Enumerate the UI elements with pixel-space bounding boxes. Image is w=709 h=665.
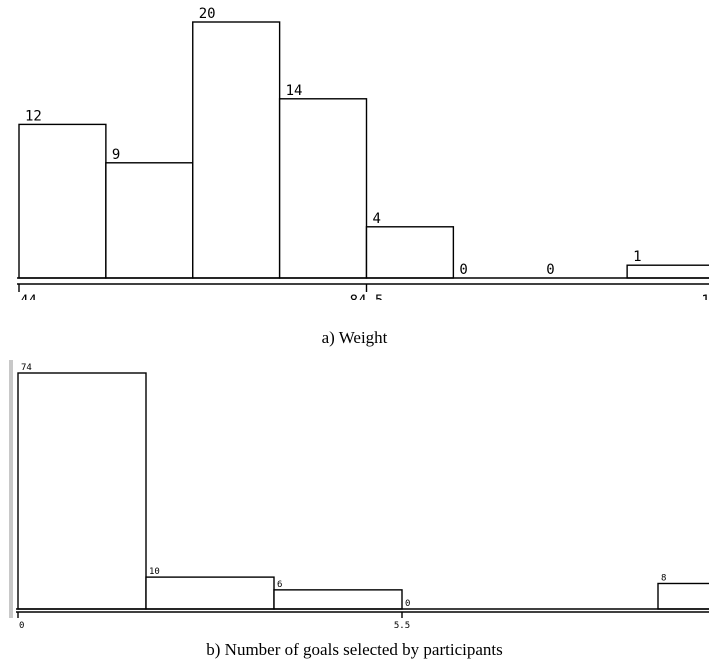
bar-value-label: 9 xyxy=(112,147,120,163)
left-gutter-bar xyxy=(9,360,13,618)
bar xyxy=(105,162,194,279)
bar-value-label: 0 xyxy=(459,262,467,278)
bar-value-label: 20 xyxy=(199,6,216,22)
bar-value-label: 14 xyxy=(286,83,303,99)
bar xyxy=(273,589,403,610)
bar-value-label: 1 xyxy=(633,249,641,265)
bar-value-label: 12 xyxy=(25,108,42,124)
bar-value-label: 6 xyxy=(277,580,282,590)
bar xyxy=(626,264,709,279)
bar xyxy=(365,226,455,279)
x-tick-label: 44 xyxy=(20,293,37,300)
bar xyxy=(278,98,368,279)
weight-caption: a) Weight xyxy=(321,328,388,347)
bar-value-label: 0 xyxy=(546,262,554,278)
x-tick-label: 0 xyxy=(19,621,24,631)
weight-histogram: 129201440014484.5125 xyxy=(17,6,709,300)
x-tick-label: 125 xyxy=(701,293,709,300)
bar-value-label: 0 xyxy=(405,599,410,609)
bar xyxy=(18,123,107,279)
x-tick-label: 84.5 xyxy=(350,293,384,300)
bar xyxy=(17,372,147,610)
bar xyxy=(657,582,709,610)
bar-value-label: 8 xyxy=(661,573,666,583)
bar-value-label: 4 xyxy=(373,211,381,227)
goals-caption: b) Number of goals selected by participa… xyxy=(206,640,503,659)
x-tick-label: 5.5 xyxy=(394,621,410,631)
bar-value-label: 74 xyxy=(21,363,32,373)
bar xyxy=(145,576,275,610)
bar xyxy=(192,21,281,279)
bar-value-label: 10 xyxy=(149,567,160,577)
